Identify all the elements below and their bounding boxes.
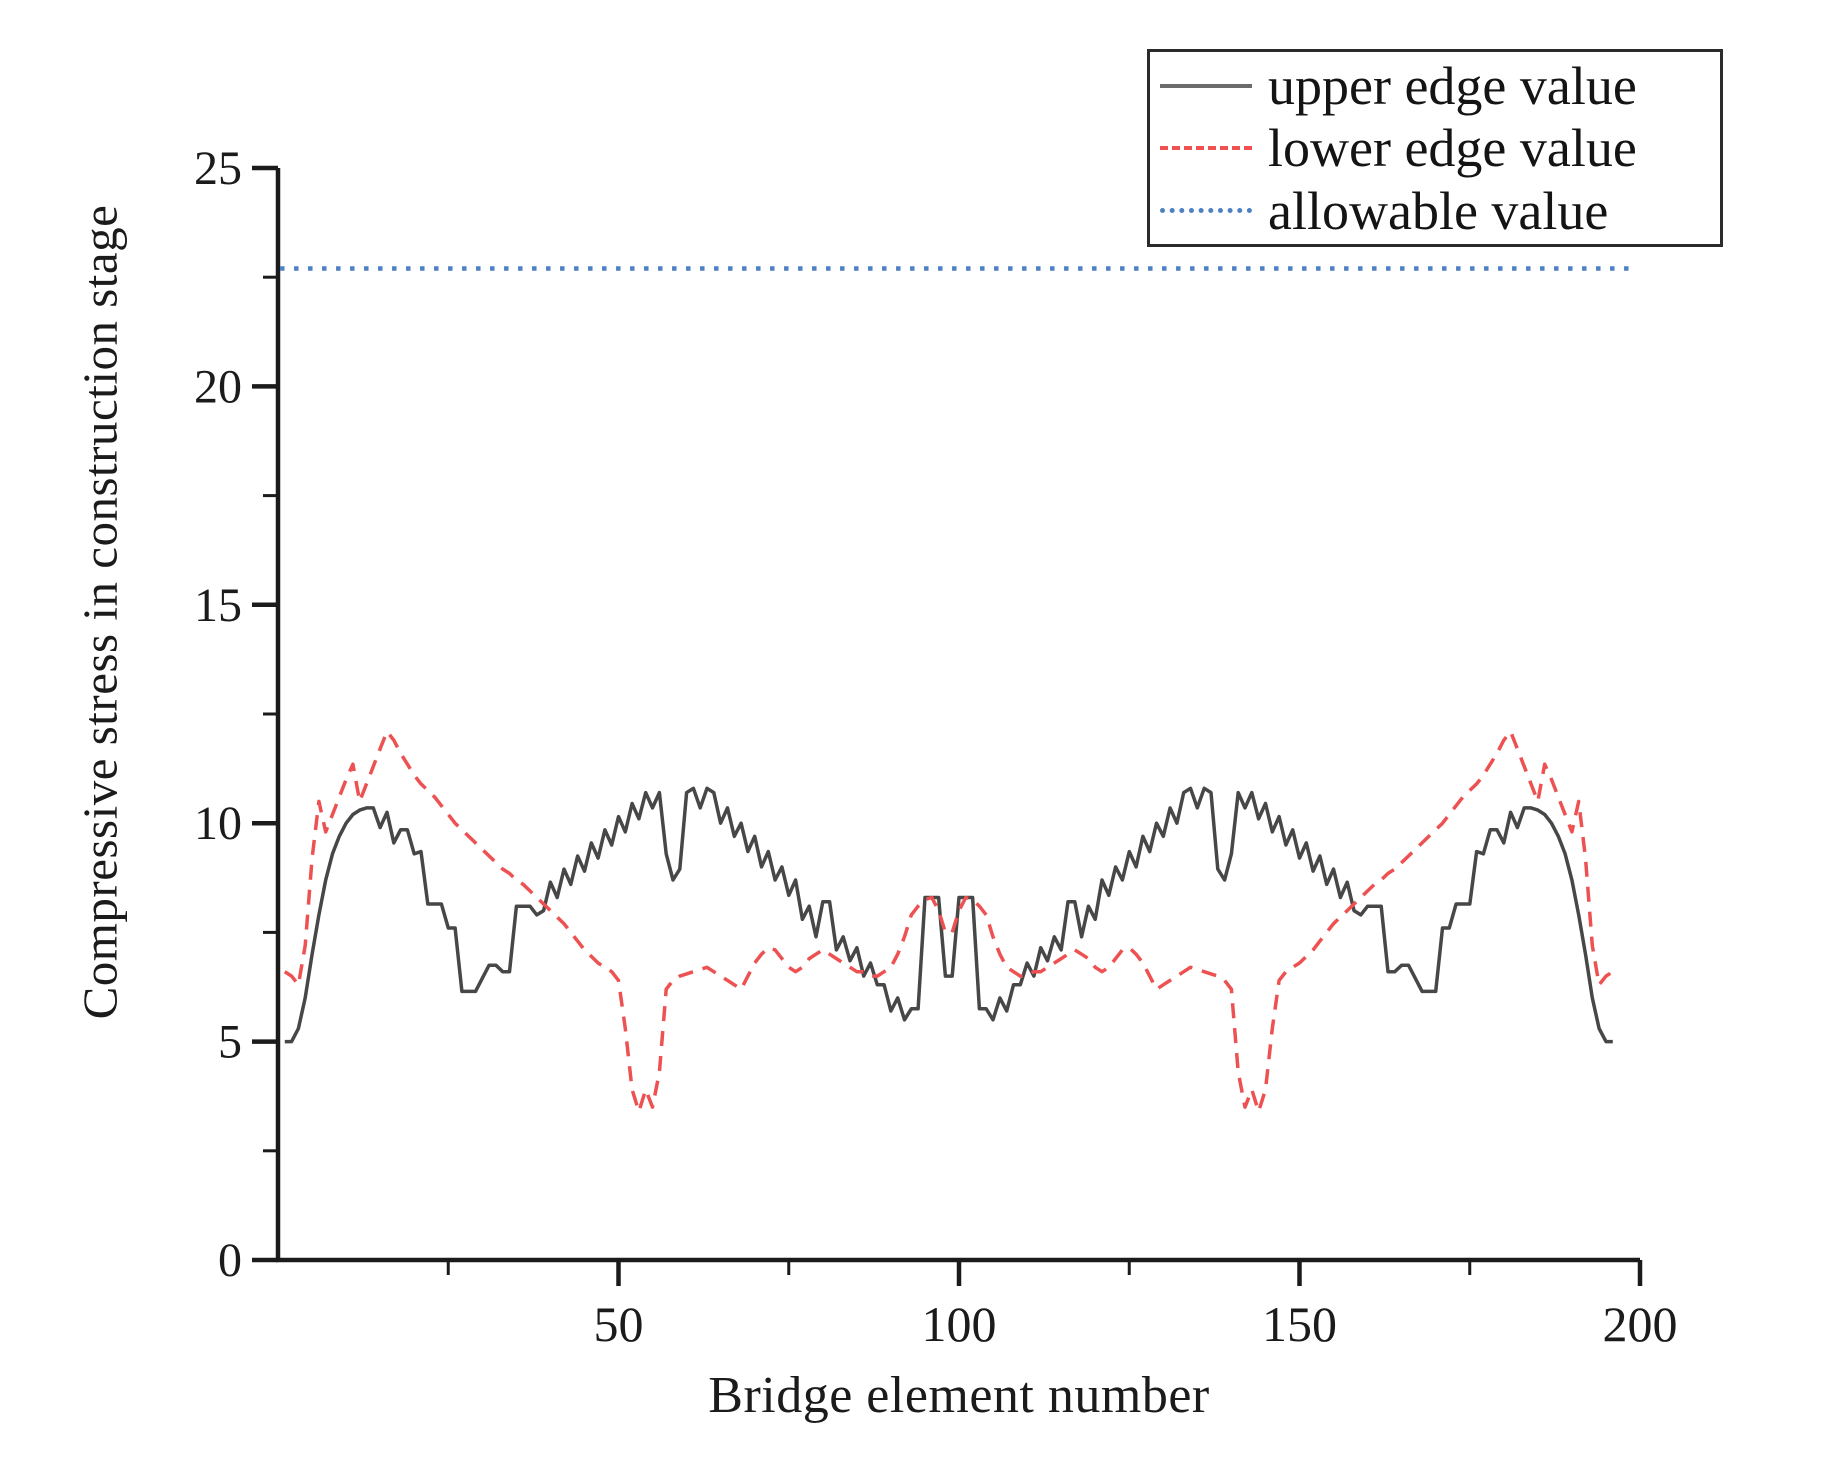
x-tick-label: 100: [922, 1296, 997, 1352]
solid-line-icon: [1160, 83, 1252, 88]
dashed-line-icon: [1160, 146, 1252, 150]
y-tick-label: 0: [218, 1234, 242, 1287]
lower-edge-line: [283, 729, 1614, 1114]
y-tick-label: 10: [194, 797, 242, 850]
legend-label-lower-edge: lower edge value: [1268, 118, 1637, 178]
y-tick-label: 15: [194, 579, 242, 632]
y-tick-label: 25: [194, 142, 242, 195]
legend-entry-lower-edge: lower edge value: [1160, 119, 1720, 177]
axes-spines: [275, 168, 1640, 1263]
legend-label-allowable: allowable value: [1268, 180, 1609, 241]
upper-edge-line: [284, 786, 1613, 1044]
x-tick-label: 200: [1603, 1296, 1678, 1352]
legend: upper edge value lower edge value allowa…: [1147, 49, 1723, 247]
legend-entry-allowable: allowable value: [1160, 182, 1720, 240]
x-tick-label: 150: [1262, 1296, 1337, 1352]
y-tick-label: 20: [194, 360, 242, 413]
y-tick-label: 5: [218, 1016, 242, 1069]
x-axis-title: Bridge element number: [708, 1367, 1210, 1424]
legend-label-upper-edge: upper edge value: [1268, 55, 1637, 116]
dotted-line-icon: [1160, 208, 1252, 213]
y-axis-title: Compressive stress in construction stage: [72, 204, 128, 1020]
legend-entry-upper-edge: upper edge value: [1160, 57, 1720, 115]
x-tick-label: 50: [594, 1296, 644, 1352]
